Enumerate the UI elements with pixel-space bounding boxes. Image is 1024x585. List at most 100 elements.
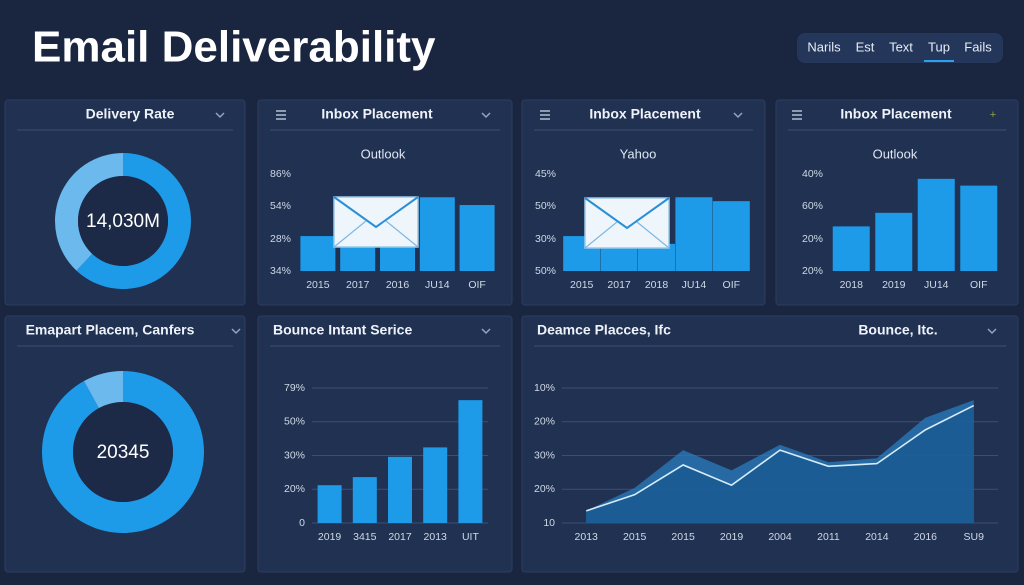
x-tick-label: JU14 [682, 279, 707, 291]
x-tick-label: OIF [723, 279, 741, 291]
x-tick-label: JU14 [425, 279, 450, 291]
donut-segment [42, 370, 205, 533]
y-tick-label: 79% [284, 382, 305, 394]
tab[interactable]: Fails [964, 39, 992, 54]
donut-segment [55, 153, 123, 271]
dropdown-chevron[interactable] [481, 328, 491, 335]
bar [352, 477, 377, 523]
x-tick-label: 2011 [817, 531, 840, 543]
x-tick-label: OIF [970, 279, 988, 291]
envelope-fold [333, 220, 367, 248]
envelope-fold [584, 221, 618, 249]
y-tick-label: 30% [284, 449, 305, 461]
panel: Emapart Placem, Canfers 20345 [4, 315, 246, 573]
dropdown-chevron[interactable] [987, 328, 997, 335]
y-tick-label: 30% [534, 449, 555, 461]
bar [712, 201, 750, 271]
bar [960, 185, 998, 271]
envelope-flap [584, 197, 670, 230]
y-tick-label: 50% [535, 200, 556, 212]
bar [458, 400, 483, 523]
y-tick-label: 45% [535, 168, 556, 180]
panel-title: Inbox Placement [589, 106, 701, 122]
y-tick-label: 60% [802, 200, 823, 212]
tab[interactable]: Narils [807, 39, 841, 54]
panel-title: Bounce Intant Serice [273, 322, 412, 338]
y-tick-label: 10% [534, 382, 555, 394]
panel-title: Delivery Rate [86, 106, 175, 122]
y-tick-label: 40% [802, 168, 823, 180]
tab[interactable]: Text [889, 39, 913, 54]
bar [875, 212, 913, 271]
page-title: Email Deliverability [32, 23, 436, 72]
bar [317, 485, 342, 523]
donut-center-label: 20345 [97, 442, 150, 463]
y-tick-label: 10 [543, 517, 555, 529]
x-tick-label: UIT [462, 531, 480, 543]
panels: Delivery Rate 14,030M Inbox Placement Outlo… [4, 99, 1019, 573]
envelope-fold [385, 220, 419, 248]
panel-subtitle: Yahoo [620, 146, 657, 161]
x-tick-label: 2014 [865, 531, 889, 543]
x-tick-label: 2016 [914, 531, 938, 543]
y-tick-label: 28% [270, 233, 291, 245]
bar [917, 178, 955, 271]
x-tick-label: 2017 [346, 279, 370, 291]
x-tick-label: 2013 [424, 531, 448, 543]
bar [423, 447, 448, 523]
dropdown-chevron[interactable] [231, 328, 241, 335]
x-tick-label: 2018 [645, 279, 669, 291]
dropdown-chevron[interactable] [733, 112, 743, 119]
y-tick-label: 34% [270, 265, 291, 277]
x-tick-label: 3415 [353, 531, 377, 543]
y-tick-label: 20% [534, 416, 555, 428]
bar [675, 197, 713, 271]
donut-hole [78, 176, 168, 266]
x-tick-label: SU9 [964, 531, 985, 543]
x-tick-label: 2019 [318, 531, 342, 543]
x-tick-label: 2015 [570, 279, 594, 291]
x-tick-label: 2019 [882, 279, 906, 291]
panel: Inbox Placement + Outlook 20% 20% 60% 40% 2018 2… [775, 99, 1019, 306]
y-tick-label: 20% [802, 233, 823, 245]
y-tick-label: 54% [270, 200, 291, 212]
panel-title: Inbox Placement [321, 106, 433, 122]
x-tick-label: 2015 [623, 531, 647, 543]
envelope-icon [333, 196, 419, 248]
x-tick-label: OIF [468, 279, 486, 291]
bar [300, 236, 336, 271]
donut-hole [73, 402, 173, 502]
x-tick-label: 2004 [768, 531, 792, 543]
dropdown-chevron[interactable] [481, 112, 491, 119]
y-tick-label: 30% [535, 233, 556, 245]
donut-segment [76, 153, 192, 290]
envelope-icon [584, 197, 670, 249]
x-tick-label: 2017 [607, 279, 631, 291]
panel-title: Emapart Placem, Canfers [26, 322, 195, 338]
y-tick-label: 50% [535, 265, 556, 277]
bar [459, 205, 495, 271]
y-tick-label: 50% [284, 416, 305, 428]
add-icon[interactable]: + [990, 109, 996, 121]
panel: Delivery Rate 14,030M [4, 99, 246, 306]
panel-title: Deamce Placces, Ifc [537, 322, 671, 338]
y-tick-label: 20% [284, 483, 305, 495]
x-tick-label: 2015 [306, 279, 330, 291]
x-tick-label: 2015 [671, 531, 695, 543]
panel: Deamce Placces, Ifc Bounce, Itc. 10 20% 30% 2… [521, 315, 1019, 573]
tab[interactable]: Est [856, 39, 875, 54]
x-tick-label: 2019 [720, 531, 744, 543]
bar [388, 456, 412, 523]
x-tick-label: 2018 [840, 279, 864, 291]
dropdown-chevron[interactable] [215, 112, 225, 119]
line [585, 404, 975, 512]
bar [419, 197, 455, 271]
y-tick-label: 0 [299, 517, 305, 529]
area-under-line [586, 405, 974, 523]
tabs: Narils Est Text Tup Fails [807, 39, 992, 62]
tab-bar [797, 33, 1003, 63]
tab[interactable]: Tup [928, 39, 950, 54]
x-tick-label: 2017 [388, 531, 412, 543]
bar [832, 226, 870, 271]
